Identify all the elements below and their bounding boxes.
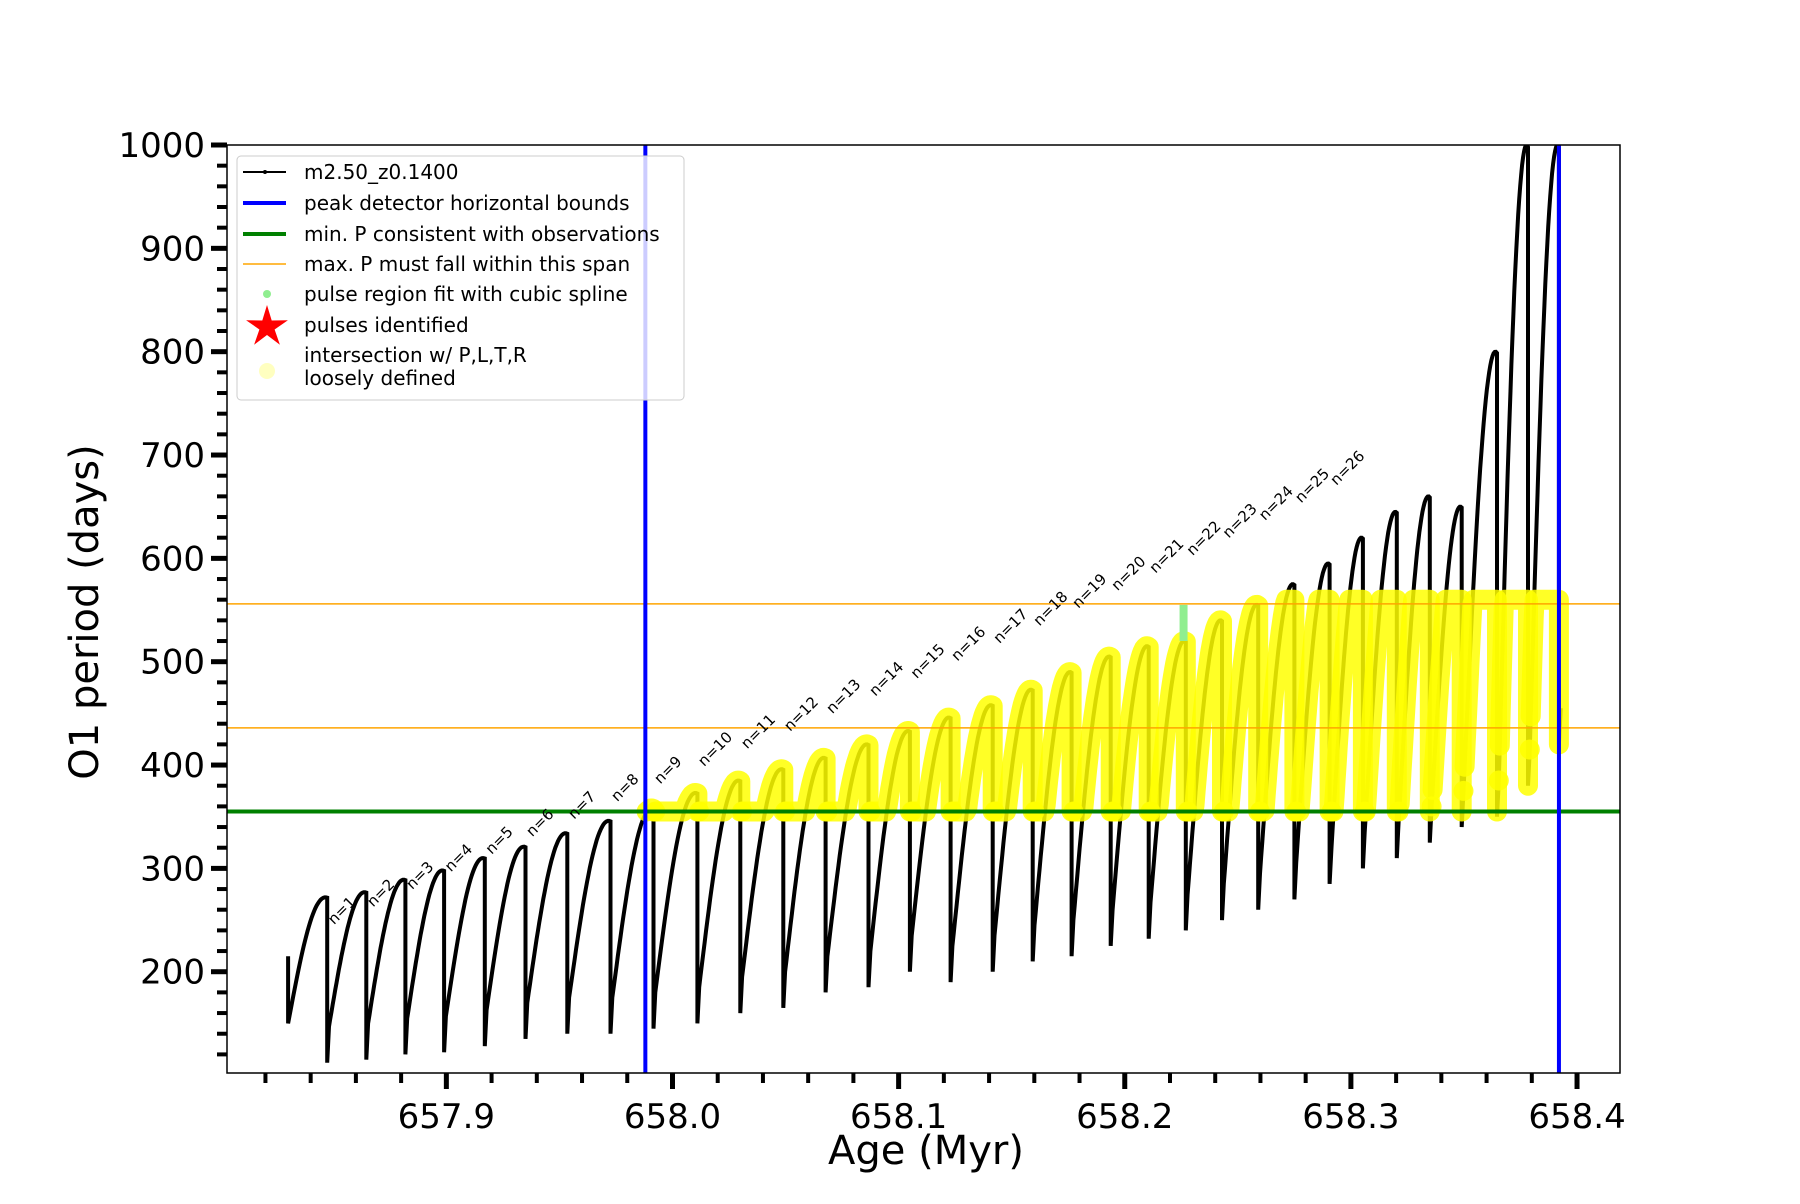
pulse-label: n=1: [324, 893, 359, 928]
pulse-label: n=21: [1146, 535, 1188, 577]
x-axis: 657.9 658.0 658.1 658.2 658.3 658.4: [263, 1073, 1626, 1137]
pulse-label: n=25: [1291, 465, 1333, 507]
pulse-label: n=19: [1069, 570, 1111, 612]
x-tick-label: 658.2: [1076, 1097, 1173, 1137]
pulse-label: n=2: [363, 875, 398, 910]
intersection-highlight: [1389, 589, 1440, 822]
x-tick-label: 658.0: [624, 1097, 721, 1137]
y-tick-label: 1000: [118, 126, 205, 166]
y-tick-label: 300: [140, 849, 205, 889]
x-tick-label: 658.4: [1528, 1097, 1625, 1137]
pulse-label: n=22: [1183, 517, 1225, 559]
legend-entry: peak detector horizontal bounds: [243, 191, 630, 215]
legend-label: peak detector horizontal bounds: [304, 191, 630, 215]
intersection-highlight: [1178, 610, 1232, 822]
pulse-label: n=18: [1030, 588, 1072, 630]
legend-entry: min. P consistent with observations: [243, 222, 660, 246]
legend-label: loosely defined: [304, 366, 456, 390]
legend-entry: pulse region fit with cubic spline: [263, 282, 628, 306]
legend-entry: max. P must fall within this span: [243, 252, 630, 276]
legend-entry: pulses identified: [246, 305, 469, 345]
pulse-label: n=7: [564, 788, 599, 823]
pulse-label: n=5: [482, 823, 517, 858]
y-axis: 200 300 400 500 600 700 800 900 1000: [118, 126, 227, 1057]
legend-dot-icon: [263, 290, 271, 298]
legend-label: m2.50_z0.1400: [304, 160, 459, 184]
y-tick-label: 400: [140, 746, 205, 786]
intersection-highlight: [1454, 589, 1507, 822]
pulse-label: n=24: [1255, 482, 1297, 524]
legend-label: intersection w/ P,L,T,R: [304, 343, 527, 367]
legend-box: [236, 155, 685, 401]
x-axis-label: Age (Myr): [828, 1128, 1024, 1174]
pulse-label: n=9: [650, 752, 685, 787]
pulse-label: n=11: [737, 711, 779, 753]
x-tick-label: 658.3: [1302, 1097, 1399, 1137]
y-tick-label: 200: [140, 953, 205, 993]
pulse-label: n=15: [907, 640, 949, 682]
pulse-label: n=17: [990, 605, 1032, 647]
x-tick-label: 657.9: [398, 1097, 495, 1137]
legend-entry: m2.50_z0.1400: [243, 160, 459, 184]
y-tick-label: 800: [140, 333, 205, 373]
pulse-label: n=26: [1327, 447, 1369, 489]
intersection-highlight: [1520, 589, 1569, 755]
intersection-highlight: [1489, 589, 1538, 796]
pulse-label: n=20: [1108, 552, 1150, 594]
legend-label: pulses identified: [304, 313, 469, 337]
pulse-label: n=16: [948, 623, 990, 665]
legend-label: max. P must fall within this span: [304, 252, 630, 276]
y-axis-label: O1 period (days): [62, 444, 108, 779]
pulse-label: n=13: [822, 675, 864, 717]
y-tick-label: 700: [140, 436, 205, 476]
legend-marker-icon: [263, 170, 267, 174]
pulse-label: n=23: [1219, 500, 1261, 542]
axes-frame: [226, 144, 1621, 1074]
intersection-highlight: [1287, 589, 1340, 822]
pulse-label: n=4: [441, 840, 476, 875]
legend-star-icon: [246, 305, 288, 345]
pulse-label: n=14: [865, 658, 907, 700]
pulse-label: n=8: [607, 770, 642, 805]
y-tick-label: 500: [140, 643, 205, 683]
intersection-highlight: [1422, 589, 1472, 822]
legend-label: pulse region fit with cubic spline: [304, 282, 628, 306]
x-tick-label: 658.1: [850, 1097, 947, 1137]
pulse-label: n=10: [694, 728, 736, 770]
legend-dot-icon: [259, 363, 275, 379]
intersection-highlight: [1215, 594, 1269, 822]
y-tick-label: 900: [140, 229, 205, 269]
plot-area: n=1n=2n=3n=4n=5n=6n=7n=8n=9n=10 n=11 n=12 n…: [227, 145, 1620, 1073]
plot-clip-group: n=1n=2n=3n=4n=5n=6n=7n=8n=9n=10 n=11 n=12 n…: [227, 145, 1620, 1073]
legend-label: min. P consistent with observations: [304, 222, 660, 246]
y-tick-label: 600: [140, 539, 205, 579]
intersection-highlight: [1251, 589, 1305, 822]
intersection-highlight: [1322, 589, 1373, 822]
